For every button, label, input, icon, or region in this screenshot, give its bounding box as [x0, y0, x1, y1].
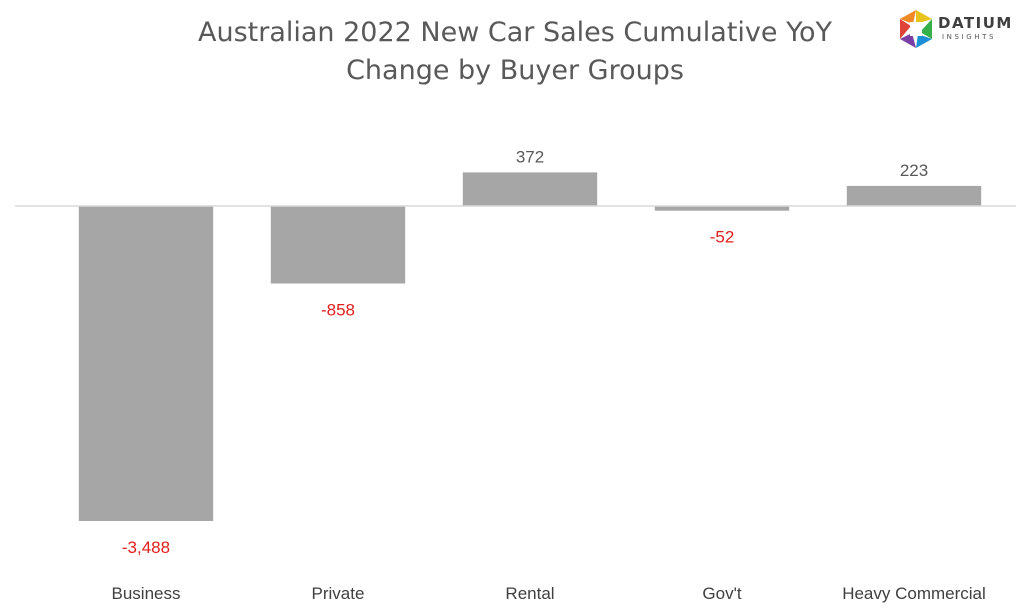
chart-title: Australian 2022 New Car Sales Cumulative… — [100, 14, 930, 90]
logo-wordmark: DATIUM — [938, 14, 1013, 32]
bar-rental — [462, 172, 598, 206]
bars-group — [78, 172, 982, 521]
logo-subtitle: INSIGHTS — [942, 33, 997, 41]
category-label: Business — [112, 584, 181, 603]
value-label: -858 — [321, 301, 355, 320]
value-label: 223 — [900, 161, 928, 180]
value-label: 372 — [516, 147, 544, 166]
bar-heavy-commercial — [846, 185, 982, 206]
value-label: -3,488 — [122, 538, 170, 557]
logo-shard-orange — [900, 10, 916, 24]
category-label: Private — [312, 584, 365, 603]
category-labels-group: Business Private Rental Gov't Heavy Commerci… — [112, 584, 986, 603]
bar-private — [270, 206, 406, 284]
logo-shard-blue — [916, 34, 932, 48]
chart-title-line-2: Change by Buyer Groups — [346, 55, 684, 86]
logo-shard-red — [900, 19, 911, 39]
logo-center — [910, 22, 922, 36]
logo-shard-green — [920, 19, 932, 39]
category-label: Gov't — [702, 584, 741, 603]
bar-business — [78, 206, 214, 521]
chart-title-line-1: Australian 2022 New Car Sales Cumulative… — [197, 17, 833, 48]
logo-shard-purple — [900, 33, 916, 48]
datium-logo-icon — [900, 10, 932, 48]
category-label: Rental — [505, 584, 554, 603]
category-label: Heavy Commercial — [842, 584, 986, 603]
value-labels-group: -3,488 -858 372 -52 223 — [122, 147, 928, 557]
value-label: -52 — [710, 228, 735, 247]
datium-insights-logo: DATIUM INSIGHTS — [898, 10, 1018, 50]
bar-gov-t — [654, 206, 790, 211]
logo-shard-yellow — [916, 10, 932, 24]
